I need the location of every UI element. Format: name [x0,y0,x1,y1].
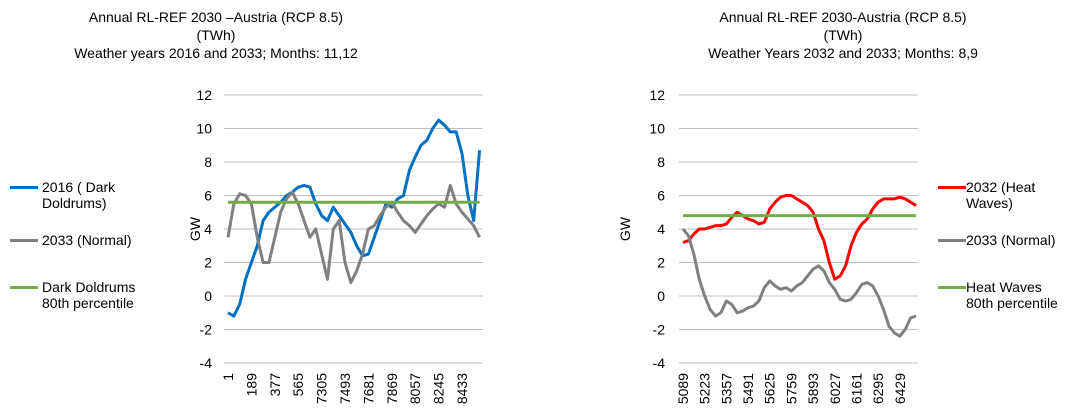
legend-label: 2033 (Normal) [966,232,1056,248]
y-tick-label: -4 [200,355,213,371]
legend-swatch [938,185,966,189]
x-tick-label: 5357 [718,373,734,404]
y-tick-label: 4 [657,221,665,237]
y-tick-label: -4 [653,355,666,371]
legend-swatch [938,238,966,242]
x-tick-label: 5625 [762,373,778,404]
legend-label: Dark Doldrums 80th percentile [42,279,136,311]
x-tick-label: 7869 [384,373,400,404]
y-tick-label: -2 [200,322,213,338]
y-tick-label: 10 [196,121,212,137]
x-tick-label: 5223 [697,373,713,404]
legend-label: 2033 (Normal) [42,232,132,248]
x-tick-label: 377 [267,373,283,397]
legend-label: 2032 (Heat Waves) [966,179,1036,211]
y-axis-label: GW [187,216,203,241]
chart-title: Annual RL-REF 2030-Austria (RCP 8.5) [719,9,966,25]
y-tick-label: 12 [196,87,212,103]
chart-title: Annual RL-REF 2030 –Austria (RCP 8.5) [89,9,343,25]
y-tick-label: 8 [657,154,665,170]
legend-swatch [10,285,38,289]
series-line [681,228,917,338]
chart-title: (TWh) [824,27,863,43]
x-tick-label: 7681 [360,373,376,404]
x-tick-label: 8433 [454,373,470,404]
legend-swatch [10,185,38,189]
y-tick-label: 10 [649,121,665,137]
x-tick-label: 189 [243,373,259,397]
y-tick-label: 0 [204,288,212,304]
y-tick-label: 6 [657,188,665,204]
y-tick-label: 6 [204,188,212,204]
x-tick-label: 6429 [892,373,908,404]
x-tick-label: 8245 [431,373,447,404]
legend-label: 2016 ( Dark Doldrums) [42,179,116,211]
series-line [226,183,481,285]
chart-title: Weather Years 2032 and 2033; Months: 8,9 [708,45,978,61]
legend-label: Heat Waves 80th percentile [966,279,1058,311]
series-line [227,118,482,318]
x-tick-label: 5893 [805,373,821,404]
y-tick-label: 2 [657,255,665,271]
y-tick-label: 12 [649,87,665,103]
x-tick-label: 7493 [337,373,353,404]
chart-title: Weather years 2016 and 2033; Months: 11,… [74,45,358,61]
x-tick-label: 6161 [848,373,864,404]
x-tick-label: 5759 [783,373,799,404]
x-tick-label: 8057 [407,373,423,404]
x-tick-label: 5491 [740,373,756,404]
y-tick-label: -2 [653,322,666,338]
chart-title: (TWh) [197,27,236,43]
legend-swatch [938,285,966,289]
y-tick-label: 4 [204,221,212,237]
legend-swatch [10,238,38,242]
x-tick-label: 6027 [827,373,843,404]
y-axis-label: GW [617,216,633,241]
y-tick-label: 8 [204,154,212,170]
x-tick-label: 7305 [314,373,330,404]
x-tick-label: 5089 [675,373,691,404]
series-line [682,194,917,281]
x-tick-label: 1 [220,373,236,381]
y-tick-label: 0 [657,288,665,304]
x-tick-label: 6295 [870,373,886,404]
x-tick-label: 565 [290,373,306,397]
y-tick-label: 2 [204,255,212,271]
